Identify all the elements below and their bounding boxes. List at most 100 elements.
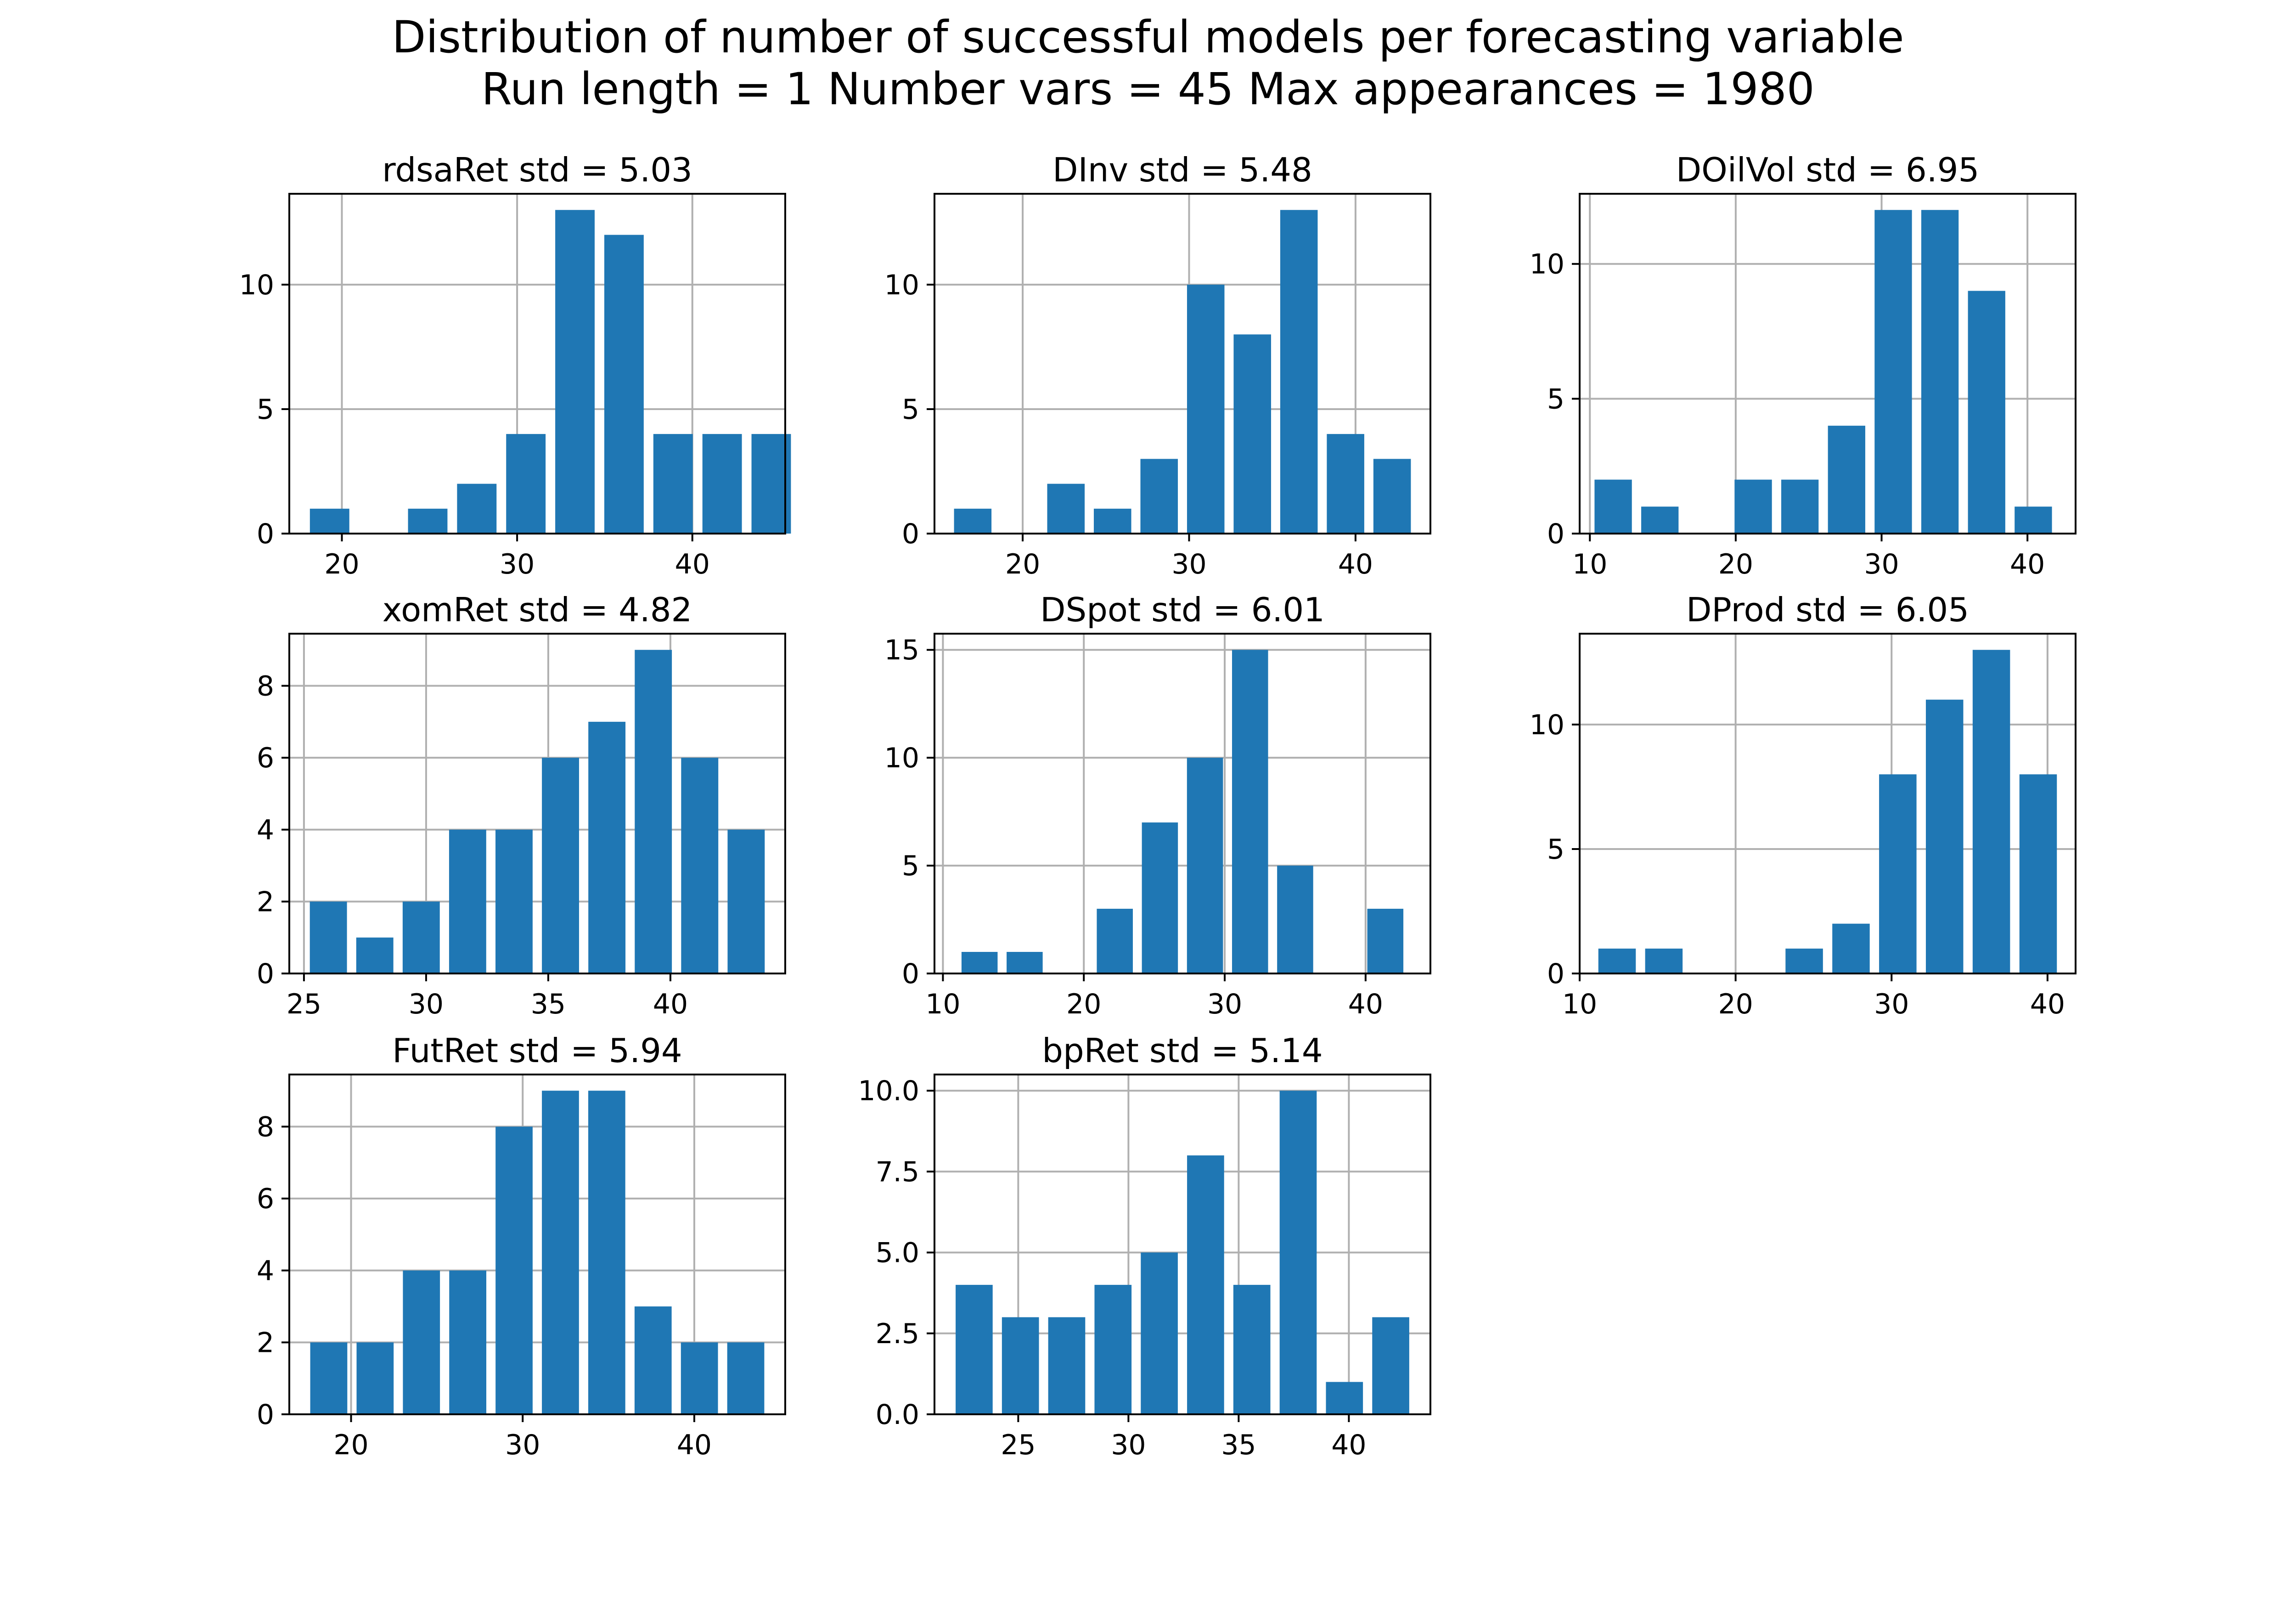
y-tick-label: 10 [884,269,919,301]
subplot-title: DOilVol std = 6.95 [1676,151,1980,189]
y-tick-label: 0 [257,958,274,990]
bar [1187,758,1223,973]
bar [449,1270,487,1414]
x-tick-label: 30 [1171,548,1206,580]
subplot-title: DProd std = 6.05 [1686,591,1969,629]
x-tick-label: 30 [1874,988,1909,1020]
x-tick-label: 30 [1207,988,1242,1020]
x-tick-label: 20 [333,1429,368,1461]
bar [961,952,998,973]
x-tick-label: 40 [2030,988,2065,1020]
y-tick-label: 6 [257,742,274,774]
bar [1921,210,1959,534]
y-tick-label: 2 [257,886,274,918]
x-tick-label: 30 [409,988,444,1020]
bar [310,508,349,534]
bar [2019,774,2057,973]
bar [1594,479,1632,534]
x-tick-label: 10 [1562,988,1597,1020]
bar [449,829,486,973]
subplot-1: 20 30 40 0 5 10 rdsaRet std = 5.03 [239,151,791,580]
bar [1785,948,1823,973]
bar [542,758,579,973]
bar [635,650,672,973]
axes-frame [288,1074,786,1415]
x-tick-label: 40 [677,1429,712,1461]
bar [1141,1252,1178,1414]
bar [1280,210,1318,534]
subplot-5: 10 20 30 40 0 5 10 15 DSpot std = 6.01 [884,591,1431,1020]
bar [310,1342,348,1414]
y-tick-label: 5.0 [876,1237,919,1269]
y-tick-label: 0 [257,1399,274,1431]
bar [1734,479,1772,534]
subplot-4: 25 30 35 40 0 2 4 6 8 xomRet std = 4.82 [257,591,786,1020]
x-tick-label: 25 [287,988,321,1020]
x-tick-label: 40 [2010,548,2045,580]
bar [954,508,992,534]
x-tick-label: 10 [925,988,960,1020]
axes-frame [934,193,1431,534]
bar [1372,1317,1409,1414]
y-tick-label: 0.0 [876,1399,919,1431]
subplot-title: DSpot std = 6.01 [1040,591,1325,629]
bar [1874,210,1912,534]
bar [542,1091,579,1414]
x-tick-label: 20 [324,548,359,580]
y-tick-label: 2 [257,1327,274,1359]
subplot-8: 25 30 35 40 0.0 2.5 5.0 7.5 10.0 bpRet std = 5.14 [858,1031,1431,1461]
axes-frame [1579,193,2077,534]
bar [402,901,440,973]
x-tick-label: 40 [1348,988,1383,1020]
bar [1326,1382,1363,1414]
bar [1832,923,1870,973]
bar [1968,291,2005,534]
bar [403,1270,440,1414]
bar [727,829,765,973]
bar [1142,822,1178,973]
bar [1097,909,1133,973]
subplot-2: 20 30 40 0 5 10 DInv std = 5.48 [884,151,1431,580]
bar [408,508,448,534]
x-tick-label: 40 [1331,1429,1366,1461]
bar [356,937,394,973]
bar [1367,909,1404,973]
bar [506,434,546,534]
x-tick-label: 40 [1338,548,1373,580]
y-tick-label: 6 [257,1183,274,1215]
y-tick-label: 5 [1547,833,1564,866]
bar [634,1306,672,1414]
y-tick-label: 4 [257,814,274,846]
bar [1047,484,1085,534]
y-tick-label: 10 [1530,709,1564,741]
bar [310,901,347,973]
y-tick-label: 10 [884,742,919,774]
y-tick-label: 15 [884,634,919,666]
bar [1187,1155,1224,1414]
x-tick-label: 25 [1001,1429,1035,1461]
y-tick-label: 10 [1530,248,1564,281]
bar [1094,1285,1132,1414]
x-tick-label: 20 [1005,548,1040,580]
axes-frame [934,1074,1431,1415]
subplot-3: 10 20 30 40 0 5 10 DOilVol std = 6.95 [1530,151,2077,580]
x-tick-label: 30 [1111,1429,1146,1461]
bar [1187,284,1225,534]
bar [1048,1317,1086,1414]
bar [588,721,626,973]
x-tick-label: 35 [1221,1429,1256,1461]
y-tick-label: 10.0 [858,1075,919,1107]
bar [1645,948,1683,973]
bar [1781,479,1819,534]
axes-frame [288,633,786,974]
y-tick-label: 5 [257,394,274,426]
bar [1002,1317,1039,1414]
bar [495,1126,533,1414]
bar [1007,952,1043,973]
subplot-6: 10 20 30 40 0 5 10 DProd std = 6.05 [1530,591,2077,1020]
bar [457,484,497,534]
bar [555,210,595,534]
x-tick-label: 30 [1864,548,1899,580]
x-tick-label: 10 [1572,548,1607,580]
x-tick-label: 40 [653,988,688,1020]
